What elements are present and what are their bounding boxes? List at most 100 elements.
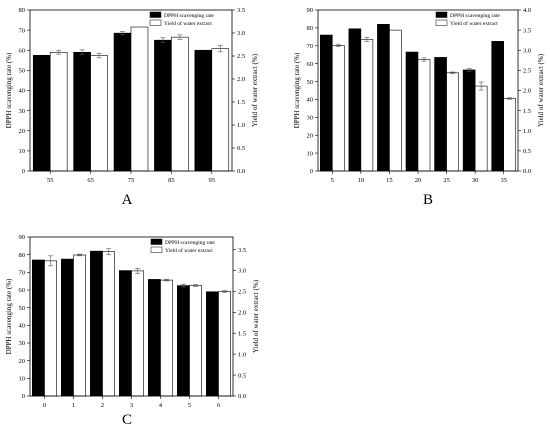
bar-dpph-0 (32, 259, 45, 397)
legend-label-yield: Yield of water extract (450, 20, 498, 27)
bar-yield-10 (360, 39, 374, 172)
legend-swatch-dpph (435, 11, 448, 18)
x-tick-label: 55 (47, 177, 54, 184)
y-tick-label: 40 (19, 323, 26, 330)
y2-tick-label: 0.5 (238, 372, 246, 379)
y-tick-label: 90 (307, 7, 314, 14)
bar-dpph-55 (32, 54, 51, 172)
y2-tick-label: 1.5 (237, 99, 245, 106)
y2-tick-label: 1.0 (523, 128, 531, 135)
y2-tick-label: 0.5 (237, 145, 245, 152)
y2-axis-title: Yield of water extract (%) (251, 53, 259, 127)
bar-dpph-1 (61, 258, 74, 397)
y2-tick-label: 1.5 (523, 108, 531, 115)
y-tick-label: 30 (19, 340, 26, 347)
bar-dpph-3 (119, 270, 132, 397)
x-tick-label: 20 (415, 177, 422, 184)
y2-tick-label: 0.0 (523, 168, 531, 175)
bar-yield-1 (73, 254, 86, 397)
x-tick-label: 15 (386, 177, 393, 184)
bar-dpph-4 (148, 279, 161, 397)
x-tick-label: 1 (72, 402, 75, 409)
x-tick-label: 75 (128, 177, 135, 184)
bar-yield-95 (211, 48, 230, 172)
bar-yield-65 (90, 55, 108, 172)
bar-yield-25 (446, 72, 459, 172)
y2-axis-title: Yield of water extract (%) (252, 279, 260, 353)
bar-yield-4 (160, 279, 173, 397)
x-tick-label: 2 (101, 402, 104, 409)
bar-yield-35 (503, 98, 517, 172)
bar-dpph-35 (491, 41, 505, 172)
y-tick-label: 0 (310, 168, 313, 175)
y2-tick-label: 3.0 (523, 47, 531, 54)
y-tick-label: 30 (19, 108, 26, 115)
bar-yield-2 (102, 251, 115, 397)
y-axis-title: DPPH scavenging rate (%) (293, 52, 301, 128)
y2-tick-label: 2.0 (238, 310, 246, 317)
y2-tick-label: 3.5 (237, 7, 245, 14)
bar-yield-0 (44, 260, 57, 397)
x-tick-label: 10 (358, 177, 365, 184)
bar-dpph-5 (319, 34, 333, 172)
panel-label: A (122, 192, 133, 208)
y-tick-label: 20 (19, 128, 26, 135)
y-tick-label: 0 (22, 168, 25, 175)
bar-dpph-25 (434, 57, 447, 172)
bar-dpph-5 (177, 285, 190, 397)
y-tick-label: 70 (307, 43, 314, 50)
y-tick-label: 20 (19, 358, 26, 365)
y-tick-label: 10 (19, 376, 26, 383)
x-tick-label: 5 (331, 177, 334, 184)
x-tick-label: 0 (43, 402, 46, 409)
y2-tick-label: 3.0 (238, 268, 246, 275)
y2-tick-label: 0.5 (523, 148, 531, 155)
y2-tick-label: 3.5 (238, 247, 246, 254)
legend-label-dpph: DPPH scavenging rate (450, 13, 500, 19)
bar-yield-5 (331, 45, 345, 172)
y-tick-label: 10 (19, 148, 26, 155)
y2-tick-label: 2.0 (237, 76, 245, 83)
y-tick-label: 40 (19, 88, 26, 95)
chart-panel-a: 55 65 75 85 95 0 10 20 30 40 50 60 70 80 0.0 0.5 1.0 1.5 2… (5, 7, 259, 208)
bar-dpph-85 (154, 39, 172, 172)
x-tick-label: 95 (209, 177, 216, 184)
bar-yield-30 (474, 85, 488, 172)
y-tick-label: 70 (19, 270, 26, 277)
legend-swatch-dpph (149, 11, 162, 18)
y2-tick-label: 1.5 (238, 330, 246, 337)
y2-tick-label: 2.5 (523, 68, 531, 75)
plot-frame (29, 236, 234, 397)
x-tick-label: 5 (188, 402, 191, 409)
y2-tick-label: 1.0 (238, 351, 246, 358)
y-tick-label: 50 (19, 305, 26, 312)
x-tick-label: 35 (500, 177, 507, 184)
legend-label-dpph: DPPH scavenging rate (164, 13, 214, 19)
legend-swatch-yield (150, 246, 163, 253)
y-tick-label: 90 (19, 234, 26, 241)
bar-yield-6 (218, 291, 231, 397)
y-tick-label: 60 (307, 61, 314, 68)
bar-yield-55 (49, 52, 68, 172)
x-tick-label: 85 (168, 177, 175, 184)
bar-yield-15 (389, 29, 402, 172)
x-tick-label: 6 (217, 402, 221, 409)
y2-axis-title: Yield of water extract (%) (537, 53, 545, 127)
y-tick-label: 30 (307, 115, 314, 122)
bar-dpph-20 (405, 51, 419, 172)
y-tick-label: 80 (19, 7, 26, 14)
x-tick-label: 3 (130, 402, 133, 409)
y2-tick-label: 2.5 (237, 53, 245, 60)
bar-yield-20 (417, 59, 431, 172)
bar-dpph-10 (348, 28, 362, 172)
y2-tick-label: 0.0 (238, 393, 246, 400)
y2-tick-label: 3.5 (523, 27, 531, 34)
y-tick-label: 70 (19, 27, 26, 34)
y-tick-label: 50 (19, 68, 26, 75)
y2-tick-label: 0.0 (237, 168, 245, 175)
legend-label-yield: Yield of water extract (165, 247, 213, 254)
bar-yield-85 (171, 36, 189, 172)
panel-label: B (423, 192, 433, 208)
y-tick-label: 60 (19, 287, 26, 294)
